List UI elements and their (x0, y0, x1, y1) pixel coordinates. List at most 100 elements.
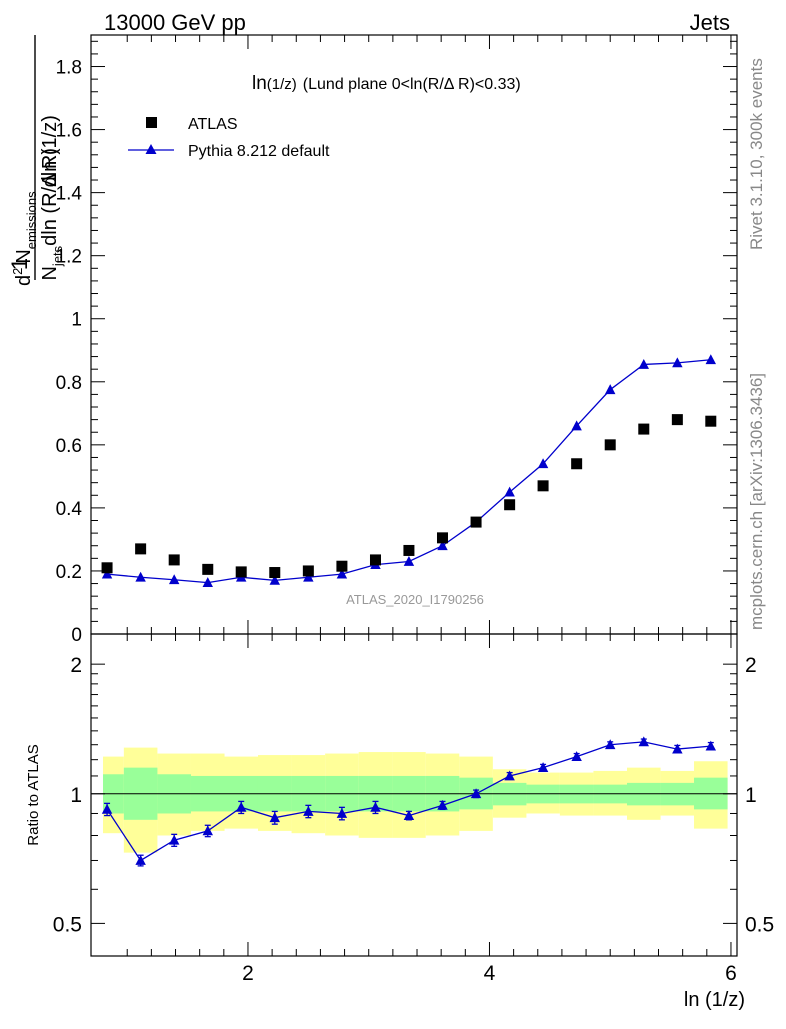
data-point (168, 554, 180, 566)
data-point (671, 414, 683, 426)
ylabel-n: N (39, 266, 61, 280)
main-y-tick-labels: 0 0.2 0.4 0.6 0.8 1 1.2 1.4 1.6 1.8 (56, 58, 83, 646)
ratio-point (303, 805, 314, 816)
ylabel-dlnr: dln (R/Δ R) (39, 148, 61, 246)
data-point (302, 565, 314, 577)
ratio-point (370, 801, 381, 812)
ratio-point (168, 834, 180, 845)
data-point (638, 423, 650, 435)
ylabel-emissions: emissions (24, 191, 39, 249)
header-left: 13000 GeV pp (104, 10, 246, 35)
mcplots-label: mcplots.cern.ch [arXiv:1306.3436] (747, 373, 766, 630)
legend-mc-label: Pythia 8.212 default (188, 143, 330, 160)
mc-point (101, 568, 113, 579)
ratio-point (672, 743, 683, 754)
ylabel-emission-n: N (13, 249, 35, 263)
ratio-point (504, 770, 515, 781)
main-panel: 0 0.2 0.4 0.6 0.8 1 1.2 1.4 1.6 1.8 ATLAS_2020_I1… (7, 34, 738, 646)
ratio-point (437, 799, 448, 810)
plot-title-rest: (Lund plane 0<ln(R/Δ R)<0.33) (303, 76, 521, 93)
rivet-label: Rivet 3.1.10, 300k events (747, 58, 766, 250)
legend: ATLAS Pythia 8.212 default (128, 116, 330, 160)
ratio-frame (90, 633, 738, 957)
mc-point (336, 568, 348, 579)
mc-point (202, 577, 213, 588)
data-point (705, 415, 717, 427)
ratio-ticks (91, 634, 737, 956)
ratio-y-tick-label-right: 0.5 (745, 913, 774, 936)
ratio-point (235, 801, 247, 812)
ratio-point (571, 751, 582, 761)
main-y-tick-label: 0.6 (56, 436, 82, 457)
main-y-tick-label: 1 (71, 310, 82, 331)
mc-point (168, 574, 180, 585)
main-y-tick-label: 0.2 (56, 562, 82, 583)
data-point (336, 560, 348, 572)
main-y-tick-label: 1.2 (56, 247, 82, 268)
x-tick-label: 6 (725, 962, 737, 985)
main-x-ticks (126, 35, 732, 634)
mc-point (269, 574, 281, 585)
ratio-point (202, 825, 213, 836)
ratio-point (269, 812, 281, 823)
data-point (470, 516, 482, 528)
mc-point (504, 486, 515, 497)
main-y-tick-label: 0 (71, 625, 82, 646)
data-point (537, 480, 549, 492)
ratio-point (101, 803, 113, 814)
data-point (202, 563, 214, 575)
x-tick-label: 4 (484, 962, 496, 985)
mc-point (437, 540, 448, 551)
main-y-tick-label: 1.8 (56, 58, 82, 79)
ratio-point (604, 739, 616, 750)
ratio-y-tick-label: 2 (70, 654, 82, 677)
data-point (269, 567, 281, 579)
data-point (235, 566, 247, 578)
main-y-tick-label: 0.4 (56, 499, 83, 520)
mc-point (571, 420, 582, 431)
legend-mc-marker (145, 144, 157, 154)
ratio-y-label: Ratio to ATLAS (25, 744, 42, 845)
ratio-point (403, 810, 415, 820)
data-series-markers (101, 414, 717, 579)
ratio-point (537, 762, 549, 773)
data-point (504, 499, 516, 511)
main-y-tick-label: 1.6 (56, 121, 82, 142)
main-y-tick-label: 0.8 (56, 373, 82, 394)
ylabel-sq: 2 (10, 268, 25, 275)
ratio-panel: 0.5 0.5 1 1 2 2 2 4 6 Ratio to ATLAS ln (1/z) (25, 633, 774, 1011)
data-point (403, 544, 415, 556)
ylabel-jets: jets (50, 245, 65, 267)
ratio-y-tick-label: 1 (70, 784, 82, 807)
ylabel-dlnz: dln (1/z) (39, 115, 61, 187)
mc-point (672, 357, 683, 368)
plot-title-sub: (1/z) (267, 76, 297, 93)
main-y-label: 1 Njetsdln (R/Δ R) d2 Nemissionsdln (1/z) (7, 35, 65, 286)
ylabel-denominator: Njetsdln (R/Δ R) d2 Nemissionsdln (1/z) (10, 115, 65, 286)
ylabel-numerator-one: 1 (7, 258, 32, 270)
x-tick-labels: 2 4 6 (242, 962, 737, 985)
mc-point (403, 555, 415, 566)
mc-point (537, 458, 549, 469)
ratio-point (705, 740, 717, 751)
header-right: Jets (690, 10, 730, 35)
data-point (369, 554, 381, 566)
main-y-ticks (91, 40, 737, 635)
ratio-series-markers (101, 736, 717, 865)
watermark: ATLAS_2020_I1790256 (346, 592, 484, 607)
ratio-point (638, 736, 650, 747)
ratio-y-tick-label: 0.5 (53, 913, 82, 936)
data-point (604, 439, 616, 451)
ratio-y-tick-label-right: 2 (745, 654, 757, 677)
legend-data-marker (146, 117, 157, 128)
data-point (571, 458, 583, 470)
mc-point (638, 358, 650, 369)
legend-data-label: ATLAS (188, 116, 238, 133)
ratio-tick-labels: 0.5 0.5 1 1 2 2 (53, 654, 774, 936)
mc-point (705, 354, 717, 365)
mc-point (604, 384, 616, 395)
mc-point (303, 571, 314, 582)
mc-point (135, 571, 146, 582)
ratio-point (135, 854, 146, 865)
